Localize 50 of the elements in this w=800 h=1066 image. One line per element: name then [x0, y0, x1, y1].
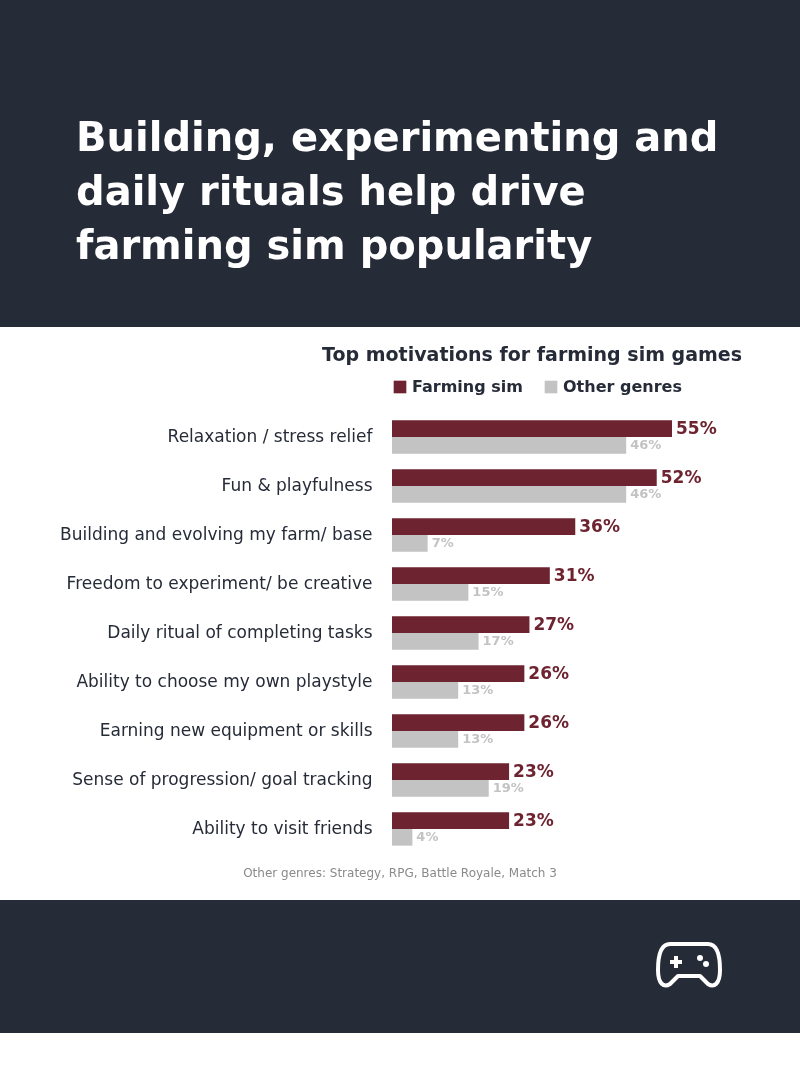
- y-tick-label: Building and evolving my farm/ base: [59, 524, 372, 544]
- bar: [391, 731, 458, 748]
- bar: [391, 714, 524, 731]
- y-tick-label: Sense of progression/ goal tracking: [71, 768, 372, 789]
- bar: [391, 486, 626, 503]
- data-label: 27%: [532, 613, 574, 634]
- bar: [391, 567, 550, 584]
- legend-label: Other genres: [562, 377, 682, 396]
- data-label: 36%: [578, 515, 620, 536]
- data-label: 7%: [431, 535, 454, 551]
- data-label: 4%: [415, 829, 438, 845]
- data-label: 31%: [553, 564, 595, 585]
- bar: [391, 518, 575, 535]
- data-label: 23%: [512, 809, 554, 830]
- data-label: 13%: [461, 682, 493, 698]
- y-tick-label: Freedom to experiment/ be creative: [66, 573, 372, 593]
- bar: [391, 633, 479, 650]
- text: Other genres: Strategy, RPG, Battle Royale, Match 3: [242, 866, 558, 882]
- data-label: 17%: [482, 633, 514, 649]
- y-tick-label: Relaxation / stress relief: [167, 426, 374, 447]
- bar: [391, 469, 657, 487]
- bar: [391, 682, 458, 699]
- bar: [391, 812, 509, 829]
- y-tick-label: Fun & playfulness: [221, 475, 373, 496]
- y-tick-label: Earning new equipment or skills: [99, 720, 373, 740]
- bar: [391, 665, 524, 682]
- data-label: 23%: [512, 760, 554, 781]
- bar: [391, 779, 489, 797]
- data-label: 46%: [629, 437, 661, 453]
- bar: [391, 437, 626, 454]
- bar: [391, 828, 412, 846]
- data-label: 55%: [675, 417, 717, 438]
- data-label: 26%: [527, 662, 569, 683]
- chart-subtitle: Top motivations for farming sim games: [321, 343, 742, 365]
- data-label: 19%: [492, 780, 524, 796]
- y-tick-label: Ability to visit friends: [191, 817, 373, 838]
- data-label: 26%: [527, 711, 569, 732]
- y-tick-label: Ability to choose my own playstyle: [75, 671, 372, 691]
- data-label: 15%: [471, 584, 503, 600]
- bar: [391, 616, 529, 633]
- bar: [391, 535, 428, 552]
- y-tick-label: Daily ritual of completing tasks: [106, 622, 373, 642]
- data-label: 46%: [629, 486, 661, 502]
- chart-title: Building, experimenting and daily rituals help drive farming sim popularity: [76, 113, 720, 270]
- data-label: 52%: [660, 466, 701, 487]
- data-label: 13%: [461, 731, 493, 747]
- bar: [391, 420, 672, 438]
- legend-label: Farming sim: [411, 377, 523, 396]
- bar: [391, 763, 509, 780]
- bar: [391, 584, 468, 601]
